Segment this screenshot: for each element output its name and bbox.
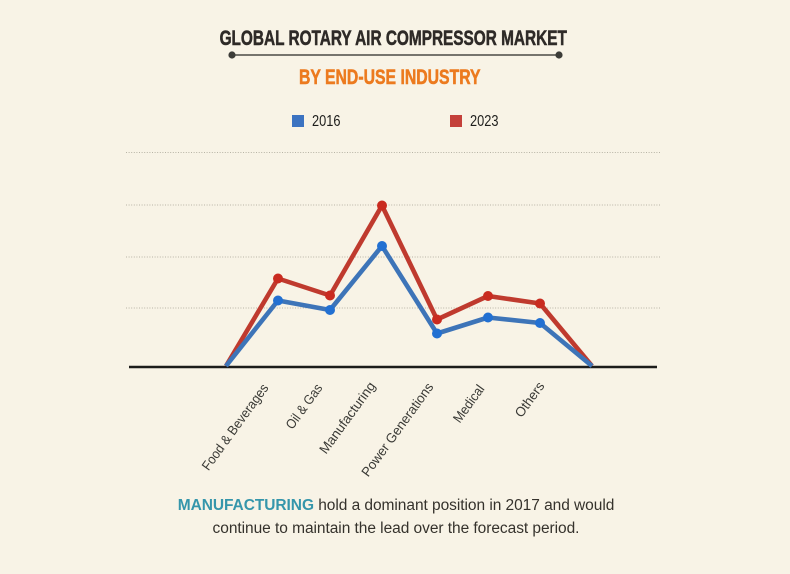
svg-text:Oil & Gas: Oil & Gas (283, 381, 326, 432)
svg-text:Manufacturing: Manufacturing (316, 379, 378, 457)
svg-text:Food & Beverages: Food & Beverages (199, 381, 272, 473)
svg-text:Others: Others (512, 379, 548, 420)
svg-text:Medical: Medical (450, 382, 487, 426)
